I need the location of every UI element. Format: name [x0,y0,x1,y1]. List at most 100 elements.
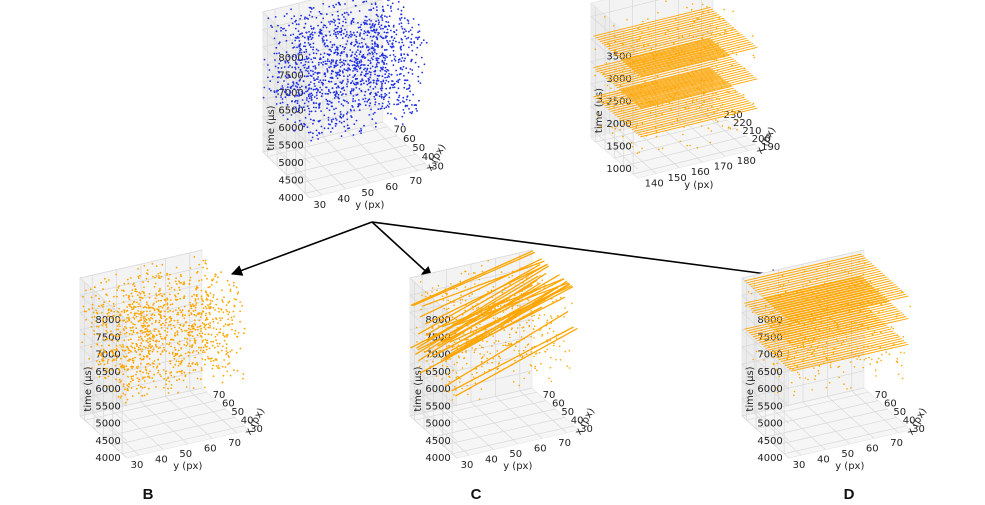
panel-a-point [343,48,346,51]
panel-b-point [149,363,151,366]
panel-a-point [364,31,367,34]
panel-a-point [301,35,304,38]
panel-a-point [383,96,385,99]
panel-a-point [349,82,352,85]
panel-b-zgrid [79,353,203,424]
panel-b-point [138,378,141,381]
panel-b-point [177,292,180,295]
panel-a-point [273,52,276,55]
panel-b-point [202,339,204,342]
panel-a-xtick: 70 [394,125,407,136]
panel-a-point [369,60,371,62]
panel-c-point [546,348,548,351]
panel-b-point [139,305,142,307]
panel-e-point [656,101,659,103]
panel-a-point [400,48,402,51]
panel-b-point [187,365,190,367]
panel-d-point [804,337,806,340]
panel-b-point [81,341,84,344]
panel-c-point [452,369,454,372]
panel-b-point [205,307,208,310]
panel-b-point [170,338,173,341]
panel-b-point [178,340,181,343]
panel-a-point [282,34,285,36]
panel-a-point [408,46,410,49]
panel-b-point [175,360,178,362]
panel-b-point [113,355,116,357]
panel-a-point [363,94,366,97]
panel-b-point [201,332,204,335]
panel-d-point [875,375,877,377]
panel-c-point [518,298,520,301]
panel-e-point [707,11,710,13]
panel-b-point [226,310,229,313]
panel-e-point [670,109,672,112]
panel-b-xtick: 60 [222,399,235,410]
panel-a-point [360,73,362,76]
panel-d-point [806,326,809,329]
panel-e-point [644,60,646,62]
panel-a-point [372,36,374,38]
panel-b-point [221,289,223,292]
panel-b-point [140,312,143,315]
panel-a-point [278,62,281,65]
panel-a-point [371,39,373,42]
panel-b-point [225,353,228,356]
panel-b-point [223,296,225,299]
panel-d-point [819,304,821,307]
panel-b-point [224,323,227,326]
panel-c-point [520,293,523,296]
panel-a-point [278,42,280,45]
panel-a-point [401,115,404,118]
panel-b-point [139,348,142,350]
panel-a-point [293,88,296,90]
panel-c-point [527,275,529,277]
panel-e-point [634,55,637,58]
panel-c-point [511,303,514,305]
panel-a-point [381,105,384,108]
panel-e-plane-line [601,45,720,76]
panel-a-ytick: 70 [409,176,422,187]
panel-d-point [826,290,828,293]
panel-b-point [118,314,121,316]
panel-e-point [682,75,684,77]
panel-a-point [362,98,364,101]
panel-c-track [437,274,560,347]
panel-d-point [833,324,836,327]
panel-b-point [210,279,213,281]
panel-a-point [355,77,357,80]
panel-a-point [307,72,310,75]
panel-c-point [477,284,480,286]
panel-e-point [725,32,728,35]
panel-d-point [826,306,829,309]
panel-b-point [222,345,224,348]
panel-a-point [336,74,339,76]
panel-c-zlabel: time (μs) [413,366,424,411]
panel-b-point [210,333,213,336]
panel-d-point [814,318,817,321]
panel-c-point [438,350,441,352]
panel-a-point [292,108,295,110]
panel-a-point [356,49,359,51]
panel-a-point [411,69,414,71]
panel-a-point [307,107,310,110]
panel-a-point [415,104,418,107]
panel-d-point [892,327,894,330]
panel-a-point [312,65,315,68]
panel-b-point [124,401,127,404]
panel-e-point [671,61,673,63]
panel-e-point [706,6,708,8]
panel-b-point [181,330,184,333]
panel-d-plane-line [754,285,873,314]
panel-e-plane-line [608,19,726,50]
panel-a-point [331,44,334,46]
panel-b-point [137,348,140,351]
panel-c-point [456,288,458,290]
panel-b-point [174,363,177,366]
panel-a-point [348,64,351,67]
panel-e-point [597,115,599,117]
panel-a-point [354,73,357,76]
panel-b-point [184,352,187,355]
panel-c-ytick: 60 [534,443,547,454]
panel-b-point [208,347,211,350]
